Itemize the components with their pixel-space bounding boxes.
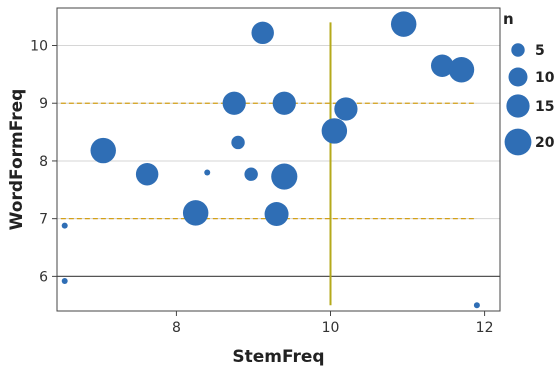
x-tick-label: 10: [322, 320, 340, 336]
data-point: [61, 222, 68, 229]
data-point: [430, 54, 454, 77]
data-point: [222, 91, 246, 115]
data-point: [61, 277, 68, 284]
data-point: [334, 97, 358, 121]
y-tick-label: 8: [39, 154, 48, 170]
legend-label: 20: [535, 135, 555, 151]
legend-symbol: [506, 94, 530, 118]
size-legend: n 5 10 15 20: [503, 10, 555, 156]
data-point: [390, 11, 417, 37]
data-point: [231, 135, 245, 150]
legend-symbol: [504, 128, 532, 156]
data-point: [90, 137, 116, 164]
legend-label: 10: [535, 70, 555, 86]
x-tick-label: 8: [172, 320, 181, 336]
data-point: [272, 91, 296, 115]
y-tick-label: 10: [30, 39, 48, 55]
data-point: [244, 167, 258, 181]
data-point: [204, 169, 211, 176]
data-point: [251, 21, 274, 45]
plot-frame: [56, 7, 501, 312]
legend-title: n: [503, 10, 514, 28]
data-point: [271, 163, 298, 190]
y-tick-label: 7: [39, 212, 48, 228]
data-point: [448, 57, 475, 83]
y-tick-label: 9: [39, 96, 48, 112]
data-point: [473, 302, 480, 309]
y-axis-ticks: 6 7 8 9 10: [30, 39, 57, 285]
data-point: [182, 200, 209, 226]
data-points: [61, 11, 480, 309]
x-tick-label: 12: [476, 320, 494, 336]
y-axis-title: WordFormFreq: [7, 89, 27, 231]
data-point: [264, 202, 289, 227]
legend-label: 15: [535, 99, 554, 115]
x-axis-title: StemFreq: [232, 347, 324, 367]
legend-label: 5: [535, 43, 545, 59]
data-point: [135, 162, 159, 186]
x-axis-ticks: 8 10 12: [172, 311, 494, 336]
legend-symbol: [511, 43, 525, 57]
legend-symbol: [508, 67, 528, 87]
y-tick-label: 6: [39, 269, 48, 285]
data-point: [321, 118, 348, 144]
